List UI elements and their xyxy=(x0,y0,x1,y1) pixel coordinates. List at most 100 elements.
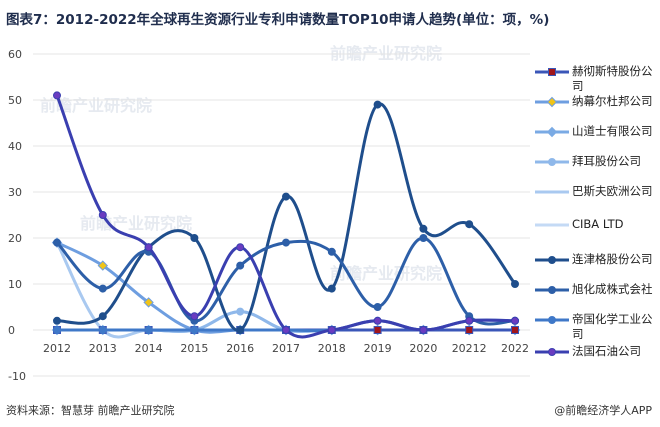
data-point xyxy=(236,326,245,334)
watermark: 前瞻产业研究院 xyxy=(80,214,193,233)
data-point xyxy=(282,326,290,334)
legend-label: 纳幕尔杜邦公司 xyxy=(572,94,653,108)
data-point xyxy=(465,326,474,334)
x-tick-label: 2012 xyxy=(43,342,71,355)
chart-title: 图表7：2012-2022年全球再生资源行业专利申请数量TOP10申请人趋势(单… xyxy=(6,12,550,28)
legend-item: 山道士有限公司 xyxy=(534,124,660,154)
x-tick-label: 2014 xyxy=(135,342,163,355)
y-tick-label: 30 xyxy=(8,186,22,199)
data-point xyxy=(53,326,61,334)
legend-marker xyxy=(548,348,556,356)
data-point xyxy=(98,284,107,293)
data-point xyxy=(53,316,61,325)
legend-swatch xyxy=(535,348,569,356)
y-tick-label: 0 xyxy=(8,324,15,337)
data-point xyxy=(327,284,336,293)
series-6 xyxy=(53,100,519,334)
data-point xyxy=(236,307,245,316)
legend-swatch xyxy=(535,286,569,294)
x-tick-label: 2017 xyxy=(272,342,300,355)
data-point xyxy=(236,261,245,270)
data-point xyxy=(282,192,290,201)
legend-swatch xyxy=(535,68,569,76)
data-point xyxy=(98,211,107,219)
data-point xyxy=(98,312,107,321)
legend-item: 赫彻斯特股份公司 xyxy=(534,64,660,94)
data-point xyxy=(190,234,199,242)
y-tick-label: 60 xyxy=(8,48,22,61)
legend-swatch xyxy=(535,256,569,264)
x-tick-label: 2015 xyxy=(180,342,208,355)
source-note: 资料来源：智慧芽 前瞻产业研究院 xyxy=(6,404,175,417)
legend-marker xyxy=(548,286,556,294)
data-point xyxy=(97,260,109,271)
x-tick-label: 2016 xyxy=(226,342,254,355)
data-point xyxy=(373,316,382,325)
legend-item: 旭化成株式会社 xyxy=(534,282,660,312)
series-line xyxy=(55,241,517,334)
legend-label: 旭化成株式会社 xyxy=(572,282,653,296)
legend-label: 山道士有限公司 xyxy=(572,124,653,138)
legend-marker xyxy=(548,68,556,76)
legend-label: 帝国化学工业公司 xyxy=(572,312,653,341)
legend-item: 纳幕尔杜邦公司 xyxy=(534,94,660,124)
data-point xyxy=(144,243,153,252)
legend-item: 巴斯夫欧洲公司 xyxy=(534,184,660,214)
data-point xyxy=(190,326,199,334)
legend-swatch xyxy=(535,190,569,194)
legend-label: 赫彻斯特股份公司 xyxy=(572,64,653,93)
series-line xyxy=(55,241,517,339)
legend-swatch xyxy=(535,158,569,166)
y-tick-label: 10 xyxy=(8,278,22,291)
data-point xyxy=(511,326,519,334)
legend-item: 连津格股份公司 xyxy=(534,252,660,282)
data-point xyxy=(465,316,474,325)
watermark: 前瞻产业研究院 xyxy=(40,96,153,115)
x-tick-label: 2022 xyxy=(501,342,529,355)
data-point xyxy=(143,297,154,308)
data-point xyxy=(373,326,382,334)
series-4 xyxy=(55,241,517,339)
watermark: 前瞻产业研究院 xyxy=(330,264,443,283)
x-tick-label: 2013 xyxy=(89,342,117,355)
data-point xyxy=(373,303,382,311)
legend-marker xyxy=(546,96,558,108)
legend-label: 拜耳股份公司 xyxy=(572,154,641,168)
series-7 xyxy=(53,234,519,326)
series-9 xyxy=(53,91,519,339)
data-point xyxy=(282,238,290,247)
legend-swatch xyxy=(535,316,569,324)
legend-marker xyxy=(548,158,556,166)
data-point xyxy=(144,326,153,334)
legend-marker xyxy=(548,256,556,264)
y-tick-label: 40 xyxy=(8,140,22,153)
data-point xyxy=(190,312,199,321)
legend-marker xyxy=(548,316,556,324)
y-tick-label: -10 xyxy=(8,370,26,383)
data-point xyxy=(373,100,382,109)
legend-item: 帝国化学工业公司 xyxy=(534,312,660,342)
legend-swatch xyxy=(535,96,569,108)
data-point xyxy=(419,234,428,242)
data-point xyxy=(511,280,519,288)
data-point xyxy=(511,316,519,325)
legend-label: 法国石油公司 xyxy=(572,344,641,358)
y-tick-label: 50 xyxy=(8,94,22,107)
data-point xyxy=(53,91,61,100)
legend-item: 法国石油公司 xyxy=(534,344,660,374)
legend-label: 巴斯夫欧洲公司 xyxy=(572,184,653,198)
credit-note: @前瞻经济学人APP xyxy=(554,404,652,417)
legend-label: CIBA LTD xyxy=(572,217,624,231)
x-tick-label: 20212 xyxy=(452,342,487,355)
legend-swatch xyxy=(535,223,569,227)
data-point xyxy=(327,247,336,256)
legend-marker xyxy=(546,126,558,138)
legend-item: CIBA LTD xyxy=(534,217,660,247)
legend-label: 连津格股份公司 xyxy=(572,252,653,266)
legend-swatch xyxy=(535,126,569,138)
data-point xyxy=(419,224,428,233)
x-tick-label: 2018 xyxy=(318,342,346,355)
data-point xyxy=(53,238,61,247)
